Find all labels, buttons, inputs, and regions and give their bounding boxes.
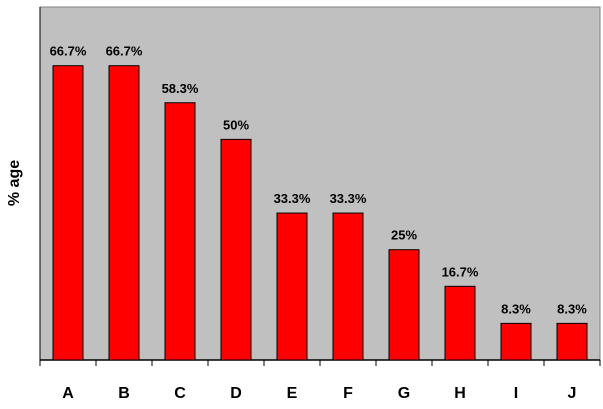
x-tick-label-b: B (118, 385, 130, 402)
x-tick-label-c: C (174, 385, 186, 402)
x-axis-tick-labels: A B C D E F G H I J (62, 385, 576, 402)
data-label-f: 33.3% (330, 191, 367, 206)
x-tick-label-g: G (398, 385, 410, 402)
bar-i (500, 322, 532, 361)
data-label-i: 8.3% (501, 301, 531, 316)
bar-d (220, 138, 252, 361)
data-label-a: 66.7% (50, 44, 87, 59)
x-tick-label-d: D (230, 385, 242, 402)
bar-e (276, 212, 308, 361)
x-tick-label-a: A (62, 385, 74, 402)
bar-h (444, 285, 476, 361)
x-tick-label-i: I (514, 385, 518, 402)
x-tick-label-e: E (287, 385, 298, 402)
data-label-h: 16.7% (442, 264, 479, 279)
data-label-j: 8.3% (557, 301, 587, 316)
bar-j (556, 322, 588, 361)
data-label-b: 66.7% (106, 44, 143, 59)
data-label-d: 50% (223, 117, 249, 132)
y-axis-label: % age (6, 160, 23, 206)
x-tick-label-f: F (343, 385, 353, 402)
data-label-g: 25% (391, 228, 417, 243)
bar-c (164, 102, 196, 361)
bar-b (108, 65, 140, 361)
bar-a (52, 65, 84, 361)
bar-series (52, 65, 588, 361)
data-label-c: 58.3% (162, 81, 199, 96)
data-labels: 66.7% 66.7% 58.3% 50% 33.3% 33.3% 25% 16.7% 8.3%… (50, 44, 588, 317)
x-tick-label-j: J (568, 385, 577, 402)
x-axis-ticks (39, 360, 601, 366)
bar-g (388, 249, 420, 361)
x-tick-label-h: H (454, 385, 466, 402)
data-label-e: 33.3% (274, 191, 311, 206)
bar-f (332, 212, 364, 361)
